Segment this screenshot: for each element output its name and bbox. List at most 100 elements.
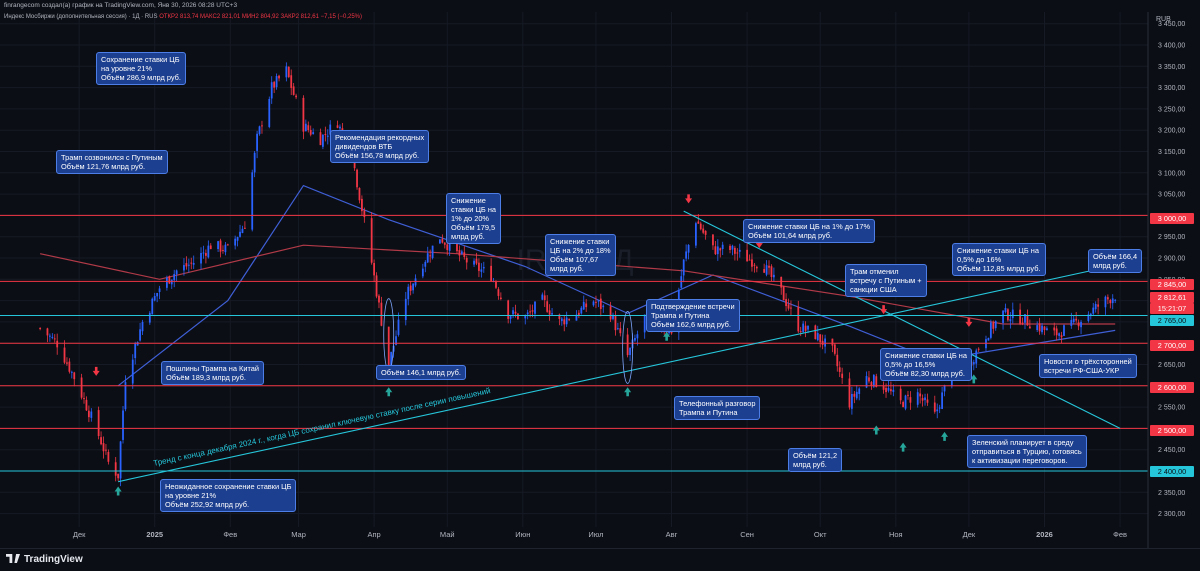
- annotation-trump-call[interactable]: Трамп созвонился с Путиным Объём 121,76 …: [56, 150, 168, 174]
- trendline-downtrend[interactable]: [683, 210, 1121, 429]
- candle-body: [941, 392, 944, 409]
- candle-body: [1111, 298, 1114, 304]
- price-tag-2765: 2 765,00: [1150, 315, 1194, 326]
- candle-body: [373, 263, 376, 276]
- candle-body: [716, 246, 719, 255]
- candle-body: [548, 310, 551, 315]
- candle-body: [363, 210, 366, 218]
- candle-body: [629, 347, 631, 355]
- annotation-zelensky-turkey[interactable]: Зеленский планирует в среду отправиться …: [967, 435, 1087, 468]
- y-tick-label: 2 650,00: [1158, 362, 1185, 369]
- candle-body: [370, 218, 373, 263]
- candle-body: [585, 303, 588, 308]
- annotation-cut-17[interactable]: Снижение ставки ЦБ на 1% до 17% Объём 10…: [743, 219, 876, 243]
- x-tick-label: Июн: [515, 530, 530, 539]
- candle-body: [694, 223, 697, 246]
- candle-body: [807, 325, 809, 330]
- candle-body: [868, 377, 870, 382]
- candle-body: [943, 385, 946, 392]
- candle-body: [222, 249, 224, 251]
- candle-body: [592, 301, 595, 306]
- annotation-cut-18[interactable]: Снижение ставки ЦБ на 2% до 18% Объём 10…: [545, 234, 616, 276]
- annotation-rate-hold-21[interactable]: Сохранение ставки ЦБ на уровне 21% Объём…: [96, 52, 186, 85]
- annotation-volume-166[interactable]: Объём 166,4 млрд руб.: [1088, 249, 1143, 273]
- candle-body: [217, 241, 219, 249]
- candle-body: [1053, 327, 1056, 331]
- candle-body: [83, 398, 85, 400]
- candle-body: [80, 377, 83, 398]
- candle-body: [329, 124, 332, 135]
- candle-body: [765, 265, 768, 275]
- annotation-cut-20[interactable]: Снижение ставки ЦБ на 1% до 20% Объём 17…: [446, 193, 502, 244]
- candle-body: [558, 314, 561, 319]
- candle-body: [938, 407, 941, 409]
- candle-body: [441, 239, 444, 243]
- annotation-meeting-cancelled[interactable]: Трам отменил встречу с Путиным + санкции…: [845, 264, 927, 297]
- tradingview-logo[interactable]: TradingView: [6, 554, 83, 565]
- annotation-vtb-dividends[interactable]: Рекомендация рекордных дивидендов ВТБ Об…: [330, 130, 430, 163]
- candle-body: [295, 95, 297, 98]
- x-tick-label: 2025: [146, 530, 163, 539]
- arrow-up-icon: [872, 425, 880, 435]
- x-tick-label: Мар: [291, 530, 306, 539]
- candle-body: [473, 260, 475, 265]
- candle-body: [514, 311, 517, 314]
- annotation-volume-121[interactable]: Объём 121,2 млрд руб.: [788, 448, 843, 472]
- candle-body: [619, 328, 622, 334]
- horizontal-levels[interactable]: [0, 214, 1148, 472]
- candle-body: [187, 264, 190, 266]
- y-tick-label: 2 950,00: [1158, 234, 1185, 241]
- annotation-meeting-confirmed[interactable]: Подтверждение встречи Трампа и Путина Об…: [646, 299, 740, 332]
- candle-body: [48, 335, 51, 337]
- annotation-china-tariffs[interactable]: Пошлины Трампа на Китай Объём 189,3 млрд…: [161, 361, 265, 385]
- candle-body: [421, 268, 424, 277]
- candle-body: [1070, 319, 1073, 326]
- candle-body: [1021, 322, 1024, 325]
- candle-body: [1024, 314, 1026, 323]
- candle-body: [1046, 328, 1048, 331]
- candle-body: [1077, 322, 1080, 327]
- candle-body: [517, 313, 519, 320]
- arrow-down-icon: [755, 239, 763, 249]
- annotation-cut-16-5[interactable]: Снижение ставки ЦБ на 0,5% до 16,5% Объё…: [880, 348, 972, 381]
- candle-body: [51, 336, 54, 338]
- candle-body: [833, 344, 836, 354]
- candle-body: [165, 277, 168, 288]
- candle-body: [1094, 304, 1097, 310]
- legend: Индекс Мосбиржи (дополнительная сессия) …: [4, 12, 362, 22]
- annotation-cut-16[interactable]: Снижение ставки ЦБ на 0,5% до 16% Объём …: [952, 243, 1046, 276]
- candle-body: [697, 221, 700, 224]
- candle-body: [307, 125, 310, 131]
- annotation-surprise-hold-21[interactable]: Неожиданное сохранение ставки ЦБ на уров…: [160, 479, 297, 512]
- candle-body: [721, 244, 724, 249]
- trendline-uptrend[interactable]: [118, 263, 1121, 483]
- candle-body: [841, 373, 844, 378]
- candle-body: [499, 297, 502, 299]
- candle-body: [292, 86, 295, 95]
- annotation-trilateral-news[interactable]: Новости о трёхсторонней встречи РФ-США-У…: [1039, 354, 1137, 378]
- candle-body: [770, 266, 773, 278]
- currency-label: RUB: [1156, 16, 1171, 23]
- candle-body: [1060, 335, 1063, 338]
- candle-body: [602, 305, 605, 308]
- candle-body: [456, 242, 458, 252]
- time-axis[interactable]: Дек 2025 Фев Мар Апр Май Июн Июл Авг Сен Окт Ноя Дек…: [73, 530, 1127, 539]
- candle-body: [1007, 309, 1009, 321]
- annotation-phone-talk[interactable]: Телефонный разговор Трампа и Путина: [674, 396, 761, 420]
- candle-body: [458, 250, 461, 256]
- candle-body: [122, 410, 124, 440]
- candle-body: [1002, 310, 1004, 323]
- candle-body: [577, 312, 580, 316]
- candle-body: [1055, 328, 1058, 336]
- candle-body: [753, 264, 756, 266]
- candle-body: [200, 253, 202, 264]
- arrow-down-icon: [685, 194, 693, 204]
- price-tag-current: 2 812,61: [1150, 292, 1194, 303]
- annotation-volume-146[interactable]: Объём 146,1 млрд руб.: [376, 365, 466, 380]
- candle-body: [987, 337, 990, 341]
- x-tick-label: Июл: [588, 530, 603, 539]
- candle-body: [882, 385, 885, 390]
- candle-body: [838, 367, 841, 372]
- candle-body: [1075, 318, 1078, 321]
